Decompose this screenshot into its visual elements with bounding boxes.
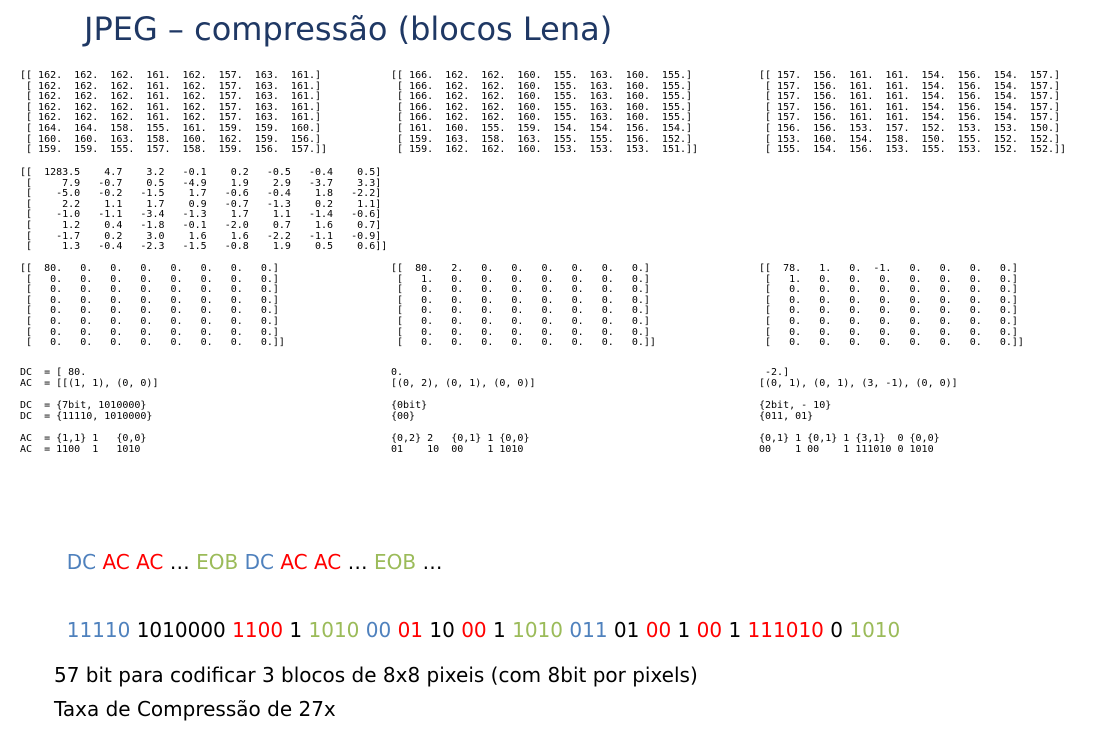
bit-token: 00 [365, 618, 392, 642]
block2-rle: 0. [(0, 2), (0, 1), (0, 0)] [391, 367, 536, 389]
seq-token: … [416, 550, 443, 574]
bit-token: 1010 [849, 618, 901, 642]
bit-token: 1100 [232, 618, 284, 642]
block2-dc-code: {0bit} {00} [391, 400, 428, 422]
bit-token: 1010 [512, 618, 564, 642]
bit-token: 111010 [747, 618, 824, 642]
seq-token: AC AC [280, 550, 342, 574]
seq-token: DC [66, 550, 97, 574]
block2-ac-code: {0,2} 2 {0,1} 1 {0,0} 01 10 00 1 1010 [391, 433, 530, 455]
bit-token: 0 [823, 618, 850, 642]
bit-token: 00 [645, 618, 672, 642]
bit-token: 01 [397, 618, 424, 642]
bit-token: 01 [607, 618, 646, 642]
bit-token: 1010000 [130, 618, 233, 642]
block3-ac-code: {0,1} 1 {0,1} 1 {3,1} 0 {0,0} 00 1 00 1 … [759, 433, 940, 455]
bit-token: 10 [423, 618, 462, 642]
bit-token: 11110 [66, 618, 131, 642]
bit-token: 1 [283, 618, 309, 642]
block1-dc-code: DC = {7bit, 1010000} DC = {11110, 101000… [20, 400, 153, 422]
block3-rle: -2.] [(0, 1), (0, 1), (3, -1), (0, 0)] [759, 367, 958, 389]
seq-token: … [163, 550, 197, 574]
seq-token: EOB [374, 550, 417, 574]
block3-quantized-matrix: [[ 78. 1. 0. -1. 0. 0. 0. 0.] [ 1. 0. 0.… [759, 263, 1024, 349]
bit-token: 1 [671, 618, 697, 642]
dct-coefficient-matrix: [[ 1283.5 4.7 3.2 -0.1 0.2 -0.5 -0.4 0.5… [20, 167, 388, 253]
compression-ratio: Taxa de Compressão de 27x [54, 697, 336, 721]
bit-count-summary: 57 bit para codificar 3 blocos de 8x8 pi… [54, 663, 698, 687]
bit-token: 1 [486, 618, 513, 642]
block2-quantized-matrix: [[ 80. 2. 0. 0. 0. 0. 0. 0.] [ 1. 0. 0. … [391, 263, 656, 349]
bit-token: 1 [722, 618, 748, 642]
bit-token: 00 [461, 618, 487, 642]
block2-pixel-matrix: [[ 166. 162. 162. 160. 155. 163. 160. 15… [391, 70, 699, 156]
seq-token: EOB [196, 550, 239, 574]
block1-rle: DC = [ 80. AC = [[(1, 1), (0, 0)] [20, 367, 159, 389]
block1-pixel-matrix: [[ 162. 162. 162. 161. 162. 157. 163. 16… [20, 70, 328, 156]
seq-token: … [341, 550, 374, 574]
block1-ac-code: AC = {1,1} 1 {0,0} AC = 1100 1 1010 [20, 433, 147, 455]
symbol-sequence: DC AC AC … EOB DC AC AC … EOB … [54, 526, 443, 574]
block3-dc-code: {2bit, - 10} {011, 01} [759, 400, 832, 422]
seq-token: AC AC [102, 550, 164, 574]
slide-title: JPEG – compressão (blocos Lena) [84, 10, 613, 48]
block3-pixel-matrix: [[ 157. 156. 161. 161. 154. 156. 154. 15… [759, 70, 1067, 156]
bit-token: 011 [569, 618, 608, 642]
bit-token: 00 [696, 618, 723, 642]
encoded-bitstream: 11110 1010000 1100 1 1010 00 01 10 00 1 … [54, 594, 901, 642]
bit-token: 1010 [308, 618, 360, 642]
block1-quantized-matrix: [[ 80. 0. 0. 0. 0. 0. 0. 0.] [ 0. 0. 0. … [20, 263, 285, 349]
seq-token: DC [244, 550, 274, 574]
